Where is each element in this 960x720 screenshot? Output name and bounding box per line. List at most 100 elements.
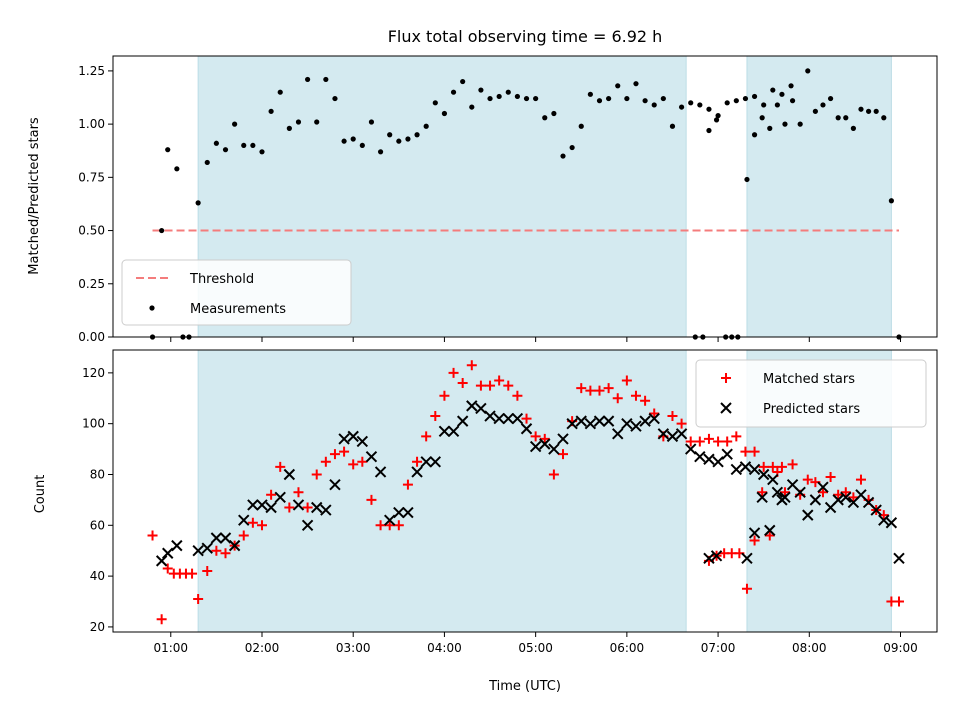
measurement-point <box>873 108 879 114</box>
measurement-point <box>660 95 666 102</box>
measurement-point <box>706 106 712 112</box>
predicted-star-point <box>338 433 350 445</box>
predicted-star-point <box>593 415 606 427</box>
matched-star-point <box>402 479 413 490</box>
measurement-point <box>450 89 457 95</box>
predicted-star-point <box>721 448 733 460</box>
matched-star-point <box>311 469 322 480</box>
predicted-star-point <box>484 410 496 422</box>
measurement-point <box>888 198 894 204</box>
predicted-star-point <box>301 519 314 532</box>
predicted-star-point <box>566 417 578 430</box>
matched-star-point <box>749 446 760 457</box>
measurement-point <box>241 142 247 149</box>
matched-star-point <box>603 383 614 394</box>
top-chart-title: Flux total observing time = 6.92 h <box>388 27 663 46</box>
measurement-point <box>881 115 887 121</box>
matched-star-point <box>293 487 304 498</box>
matched-star-point <box>757 487 768 498</box>
matched-star-point <box>238 530 249 541</box>
predicted-star-point <box>612 428 624 440</box>
matched-star-point <box>147 530 158 541</box>
measurement-point <box>514 93 520 100</box>
measurement-point <box>744 176 750 183</box>
predicted-star-point <box>710 550 723 562</box>
legend-measurement-marker <box>149 305 155 311</box>
matched-star-point <box>430 411 441 422</box>
measurement-point <box>678 104 685 110</box>
predicted-star-point <box>210 532 223 544</box>
measurement-point <box>542 115 548 121</box>
measurement-point <box>286 125 292 131</box>
measurement-point <box>314 119 320 125</box>
predicted-star-point <box>712 456 724 468</box>
matched-star-point <box>713 436 724 447</box>
measurement-point <box>350 136 356 142</box>
matched-star-point <box>840 487 851 498</box>
measurement-point <box>751 93 758 100</box>
measurement-point <box>213 140 219 146</box>
x-tick-label: 03:00 <box>336 641 371 655</box>
matched-star-point <box>475 380 486 391</box>
measurement-point <box>788 83 794 89</box>
y-tick-label: 0.75 <box>78 170 105 184</box>
predicted-star-point <box>247 499 259 511</box>
predicted-star-point <box>447 425 460 438</box>
matched-star-point <box>247 517 258 528</box>
matched-star-point <box>384 520 395 531</box>
x-tick-label: 07:00 <box>701 641 736 655</box>
measurement-point <box>159 227 165 234</box>
measurement-point <box>688 100 694 106</box>
measurement-point <box>204 159 210 166</box>
predicted-star-point <box>201 542 213 554</box>
y-tick-label: 1.25 <box>78 64 105 78</box>
axes-frame <box>112 349 938 633</box>
predicted-star-point <box>466 400 478 412</box>
y-tick-label: 20 <box>90 620 105 634</box>
predicted-star-point <box>870 504 882 516</box>
legend-label: Measurements <box>190 302 286 317</box>
predicted-star-point <box>748 527 761 539</box>
predicted-star-point <box>283 468 296 481</box>
matched-star-point <box>787 459 798 470</box>
matched-star-point <box>825 472 836 483</box>
predicted-star-point <box>219 532 232 544</box>
predicted-star-point <box>292 499 305 511</box>
predicted-star-point <box>238 514 250 526</box>
measurement-point <box>560 153 566 159</box>
predicted-star-point <box>885 517 898 529</box>
predicted-star-point <box>383 514 396 526</box>
bottom-y-axis-label: Count <box>33 475 48 514</box>
predicted-star-point <box>779 491 791 504</box>
measurement-point <box>624 95 630 102</box>
predicted-star-point <box>878 514 890 526</box>
measurement-point <box>751 132 758 138</box>
predicted-star-point <box>365 450 378 463</box>
matched-star-point <box>512 390 523 401</box>
measurement-point <box>789 98 796 104</box>
predicted-star-point <box>893 552 905 565</box>
matched-star-point <box>421 431 432 442</box>
matched-star-point <box>156 614 167 625</box>
measurement-point <box>359 142 365 149</box>
predicted-star-point <box>429 456 442 468</box>
measurement-point <box>295 119 302 125</box>
measurement-point <box>774 102 780 108</box>
measurement-point <box>505 89 511 95</box>
measurement-point <box>706 127 712 134</box>
measurement-point <box>487 95 493 102</box>
y-tick-label: 100 <box>82 417 105 431</box>
matched-star-point <box>621 375 632 386</box>
predicted-star-point <box>764 524 776 537</box>
measurement-point <box>432 100 438 106</box>
measurement-point <box>651 102 657 108</box>
predicted-star-point <box>311 501 323 514</box>
y-tick-label: 0.50 <box>78 224 105 238</box>
x-tick-label: 04:00 <box>427 641 462 655</box>
matched-star-point <box>703 433 714 444</box>
matched-star-point <box>740 446 751 457</box>
measurement-point <box>827 95 834 102</box>
measurement-point <box>460 78 466 85</box>
measurement-point <box>733 98 739 104</box>
predicted-star-point <box>602 415 615 427</box>
